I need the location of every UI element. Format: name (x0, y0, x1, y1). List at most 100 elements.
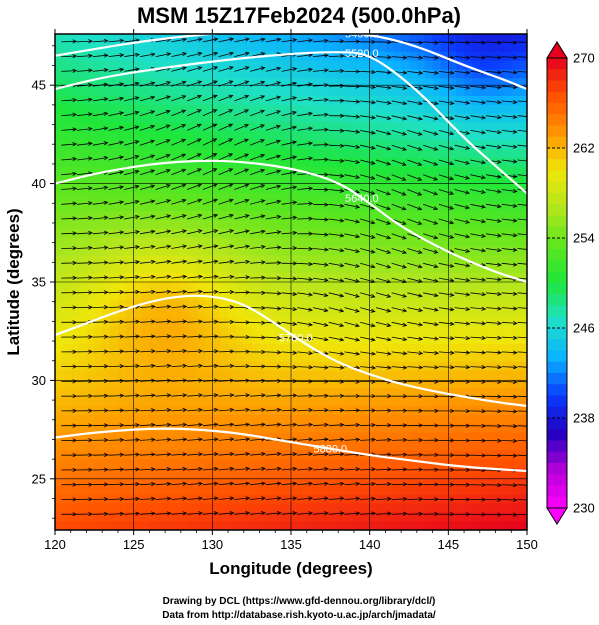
heatmap-cell (464, 485, 473, 496)
wind-vector (139, 511, 156, 516)
heatmap-cell (62, 344, 72, 354)
heatmap-cell (188, 113, 198, 124)
wind-vector (61, 39, 78, 44)
heatmap-cell (133, 308, 143, 319)
heatmap-cell (519, 122, 527, 133)
wind-vector (454, 248, 471, 253)
wind-vector (218, 422, 235, 427)
wind-vector (281, 364, 298, 370)
heatmap-cell (275, 69, 284, 79)
heatmap-cell (338, 370, 347, 381)
wind-vector (61, 438, 78, 443)
heatmap-cell (141, 69, 150, 79)
heatmap-cell (519, 317, 527, 327)
heatmap-cell (243, 166, 253, 177)
heatmap-cell (471, 202, 481, 212)
heatmap-cell (322, 485, 331, 496)
heatmap-cell (243, 370, 253, 381)
heatmap-cell (212, 414, 221, 425)
heatmap-cell (291, 69, 300, 79)
heatmap-cell (322, 193, 331, 203)
wind-vector (61, 394, 78, 399)
heatmap-cell (78, 113, 88, 124)
heatmap-cell (409, 432, 418, 443)
wind-vector (92, 260, 109, 265)
heatmap-cell (283, 273, 292, 283)
heatmap-cell (416, 104, 426, 115)
heatmap-cell (275, 485, 284, 496)
heatmap-cell (283, 220, 292, 230)
heatmap-cell (212, 432, 221, 443)
heatmap-cell (369, 87, 379, 97)
wind-vector (517, 41, 527, 43)
wind-vector (265, 154, 282, 161)
heatmap-cell (353, 228, 363, 239)
heatmap-cell (448, 87, 457, 97)
heatmap-cell (306, 122, 316, 133)
wind-vector (297, 408, 314, 413)
heatmap-cell (519, 149, 527, 159)
wind-vector (454, 482, 471, 487)
wind-vector (344, 203, 361, 209)
heatmap-cell (235, 87, 245, 97)
heatmap-cell (487, 220, 497, 230)
wind-vector (187, 109, 202, 117)
heatmap-cell (157, 193, 166, 203)
wind-vector (501, 159, 518, 164)
heatmap-cell (495, 459, 504, 469)
wind-vector (281, 481, 298, 486)
heatmap-cell (62, 211, 72, 221)
heatmap-cell (220, 104, 229, 115)
heatmap-cell (117, 131, 127, 141)
heatmap-cell (173, 273, 182, 283)
heatmap-cell (62, 352, 72, 363)
wind-vector (92, 215, 109, 220)
heatmap-cell (487, 370, 497, 381)
heatmap-cell (471, 131, 481, 141)
wind-vector (470, 55, 487, 60)
wind-vector (249, 95, 266, 102)
heatmap-cell (487, 273, 497, 283)
wind-vector (139, 124, 156, 131)
wind-vector (171, 229, 188, 235)
heatmap-cell (259, 87, 268, 97)
heatmap-cell (393, 166, 402, 177)
heatmap-cell (251, 414, 261, 425)
heatmap-cell (306, 96, 316, 106)
heatmap-cell (448, 441, 457, 451)
heatmap-cell (471, 220, 481, 230)
heatmap-cell (243, 175, 253, 186)
contour-label: 5520.0 (345, 48, 379, 60)
wind-vector (391, 55, 408, 60)
wind-vector (360, 437, 377, 442)
heatmap-cell (149, 166, 158, 177)
heatmap-cell (173, 255, 182, 265)
heatmap-cell (141, 131, 150, 141)
wind-vector (265, 245, 282, 250)
heatmap-cell (456, 432, 465, 443)
heatmap-cell (519, 503, 527, 513)
heatmap-cell (503, 96, 512, 106)
heatmap-cell (204, 96, 213, 106)
wind-vector (328, 511, 345, 516)
heatmap-cell (133, 69, 143, 79)
y-tick-label: 25 (32, 471, 46, 486)
heatmap-cell (235, 34, 245, 44)
heatmap-cell (133, 344, 143, 354)
heatmap-cell (180, 104, 190, 115)
wind-vector (171, 452, 188, 457)
heatmap-cell (228, 69, 237, 79)
heatmap-cell (157, 468, 166, 478)
heatmap-cell (283, 202, 292, 212)
heatmap-cell (416, 87, 426, 97)
heatmap-cell (180, 326, 190, 336)
wind-vector (139, 393, 156, 398)
heatmap-cell (220, 459, 229, 469)
heatmap-cell (228, 388, 237, 398)
heatmap-cell (235, 96, 245, 106)
wind-vector (438, 350, 455, 355)
heatmap-cell (298, 246, 308, 257)
heatmap-cell (251, 344, 261, 354)
heatmap-cell (361, 122, 371, 133)
